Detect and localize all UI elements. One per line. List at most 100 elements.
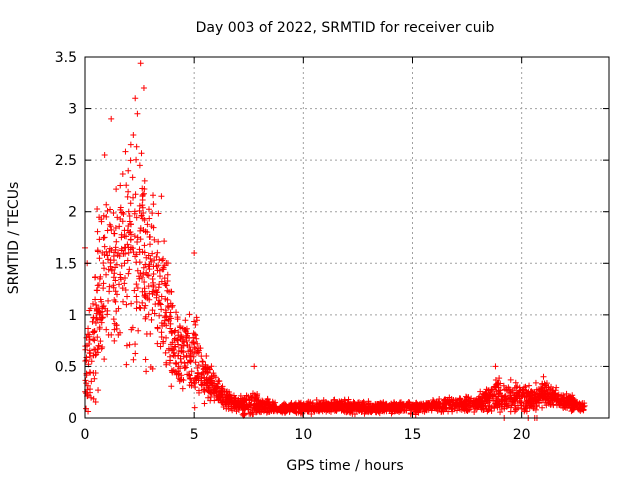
data-point [182,334,189,341]
data-point [144,229,151,236]
data-point [395,401,402,408]
data-point [114,291,121,298]
data-point [247,410,254,417]
data-point [253,402,260,409]
data-point [120,298,127,305]
data-point [172,359,179,366]
data-point [93,287,100,294]
data-point [428,403,435,410]
data-point [191,349,198,356]
data-point [163,259,170,266]
data-point [85,325,92,332]
x-tick-labels: 0 5 10 15 20 [81,427,531,443]
data-point [115,250,122,257]
data-point [177,355,184,362]
data-point [173,371,180,378]
data-point [519,386,526,393]
data-point [123,301,130,308]
data-point [88,378,95,385]
data-point [92,398,99,405]
data-point [511,394,518,401]
data-point [192,384,199,391]
data-point [477,388,484,395]
data-point [140,84,147,91]
data-point [141,177,148,184]
data-point [368,409,375,416]
data-point [223,405,230,412]
data-point [461,407,468,414]
data-point [131,210,138,217]
data-point [157,343,164,350]
data-point [103,213,110,220]
data-point [133,305,140,312]
data-point [147,233,154,240]
data-point [232,395,239,402]
data-point [449,403,456,410]
data-point [181,339,188,346]
data-point [191,404,198,411]
data-point [160,255,167,262]
data-point [507,388,514,395]
data-point [162,307,169,314]
data-point [188,339,195,346]
data-point [118,231,125,238]
data-point [99,344,106,351]
data-point [301,404,308,411]
data-point [311,405,318,412]
data-point [118,262,125,269]
data-point [167,309,174,316]
data-point [133,299,140,306]
data-point [122,287,129,294]
data-point [126,212,133,219]
data-point [535,390,542,397]
data-point [92,369,99,376]
data-point [248,397,255,404]
data-point [125,270,132,277]
data-point [546,386,553,393]
data-point [186,372,193,379]
data-point [187,375,194,382]
data-point [101,243,108,250]
data-point [141,242,148,249]
data-point [492,381,499,388]
data-point [119,171,126,178]
data-point [136,162,143,169]
data-point [398,407,405,414]
data-point [96,236,103,243]
data-point [198,382,205,389]
data-point [95,342,102,349]
data-point [195,387,202,394]
data-point [174,337,181,344]
data-point [88,358,95,365]
data-point [147,330,154,337]
data-point [129,245,136,252]
data-point [91,327,98,334]
data-point [168,383,175,390]
data-point [173,336,180,343]
data-point [103,326,110,333]
data-point [201,400,208,407]
data-point [423,400,430,407]
data-point [118,209,125,216]
data-point [179,336,186,343]
data-point [317,400,324,407]
data-point [183,338,190,345]
data-point [130,132,137,139]
data-point [199,358,206,365]
data-point [185,371,192,378]
data-point [142,261,149,268]
data-point [249,407,256,414]
data-point [141,305,148,312]
data-point [471,399,478,406]
data-point [403,401,410,408]
data-point [164,271,171,278]
data-point [110,316,117,323]
data-point [133,143,140,150]
data-point [139,185,146,192]
data-point [193,317,200,324]
data-point [245,404,252,411]
data-point [92,273,99,280]
data-point [173,309,180,316]
data-point [107,223,114,230]
